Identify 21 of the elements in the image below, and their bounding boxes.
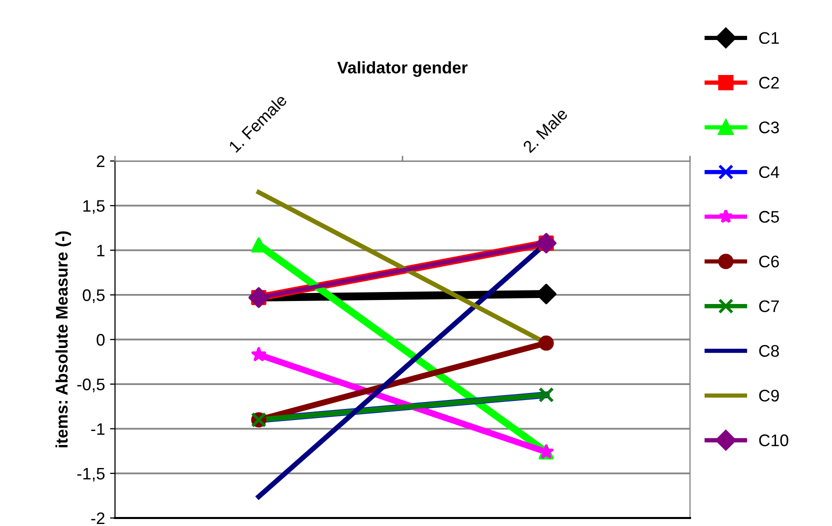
legend-label: C9 [759,390,779,402]
y-tick-label: 2 [96,155,104,168]
legend-label: C6 [759,256,779,268]
y-tick-label: -0,5 [77,378,105,392]
legend-label: C3 [759,122,779,134]
legend-label: C10 [759,434,788,446]
y-tick-label: -1 [91,423,104,435]
legend-label: C7 [759,300,779,312]
legend-label: C8 [759,345,779,357]
legend-label: C2 [759,76,779,89]
y-tick-label: 1 [97,244,104,256]
legend-label: C5 [759,210,779,223]
y-tick-label: 1,5 [83,200,105,214]
y-axis-title: items: Absolute Measure (-) [55,231,72,448]
legend-label: C4 [759,166,780,178]
y-tick-label: -1,5 [77,468,105,482]
x-axis-title: Validator gender [337,61,468,77]
y-tick-label: 0 [96,334,105,346]
y-tick-label: -2 [91,512,104,524]
y-tick-label: 0,5 [82,289,105,304]
legend-label: C1 [759,32,779,44]
